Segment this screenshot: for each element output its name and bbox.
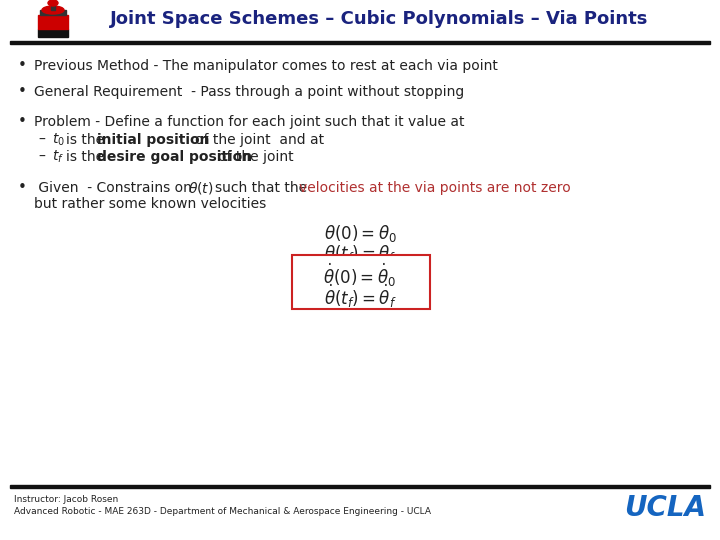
Text: UCLA: UCLA	[624, 494, 706, 522]
Text: Previous Method - The manipulator comes to rest at each via point: Previous Method - The manipulator comes …	[34, 59, 498, 73]
Bar	[51, 4, 55, 10]
Text: $t_0$: $t_0$	[52, 132, 65, 148]
Text: Instructor: Jacob Rosen: Instructor: Jacob Rosen	[14, 496, 118, 504]
Text: Given  - Constrains on: Given - Constrains on	[34, 181, 192, 195]
Text: Advanced Robotic - MAE 263D - Department of Mechanical & Aerospace Engineering -: Advanced Robotic - MAE 263D - Department…	[14, 508, 431, 516]
Text: $t_f$: $t_f$	[52, 149, 64, 165]
Text: of the joint: of the joint	[218, 150, 294, 164]
Text: velocities at the via points are not zero: velocities at the via points are not zer…	[299, 181, 571, 195]
Text: –: –	[38, 150, 45, 164]
Text: General Requirement  - Pass through a point without stopping: General Requirement - Pass through a poi…	[34, 85, 464, 99]
Bar	[10, 40, 710, 44]
FancyBboxPatch shape	[292, 255, 430, 309]
Text: $\theta(t_f) = \theta_f$: $\theta(t_f) = \theta_f$	[324, 244, 396, 265]
Text: initial position: initial position	[97, 133, 210, 147]
Bar	[10, 484, 710, 488]
Text: is the: is the	[66, 150, 109, 164]
Text: is the: is the	[66, 133, 109, 147]
Text: Joint Space Schemes – Cubic Polynomials – Via Points: Joint Space Schemes – Cubic Polynomials …	[110, 10, 649, 28]
Text: •: •	[18, 84, 27, 99]
Text: Problem - Define a function for each joint such that it value at: Problem - Define a function for each joi…	[34, 115, 464, 129]
Text: desire goal position: desire goal position	[97, 150, 252, 164]
Text: $\dot{\theta}(0) = \dot{\theta}_0$: $\dot{\theta}(0) = \dot{\theta}_0$	[323, 261, 397, 288]
Ellipse shape	[48, 0, 58, 6]
Text: but rather some known velocities: but rather some known velocities	[34, 197, 266, 211]
Text: •: •	[18, 114, 27, 130]
Text: $\dot{\theta}(t_f) = \dot{\theta}_f$: $\dot{\theta}(t_f) = \dot{\theta}_f$	[324, 282, 396, 309]
Text: $\theta(0) = \theta_0$: $\theta(0) = \theta_0$	[323, 222, 397, 244]
Text: such that the: such that the	[215, 181, 307, 195]
Bar	[38, 29, 68, 37]
Text: –: –	[38, 133, 45, 147]
Bar	[38, 15, 68, 29]
Ellipse shape	[42, 6, 64, 14]
Text: $\theta(t)$: $\theta(t)$	[188, 180, 214, 196]
Text: of the joint  and at: of the joint and at	[195, 133, 324, 147]
Bar	[40, 10, 66, 15]
Text: •: •	[18, 58, 27, 73]
Text: •: •	[18, 180, 27, 195]
